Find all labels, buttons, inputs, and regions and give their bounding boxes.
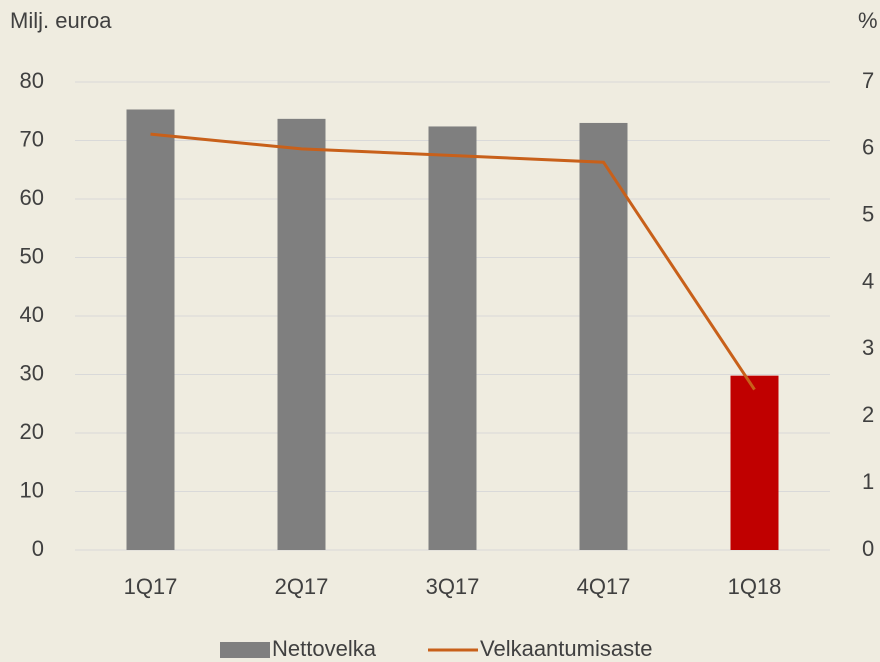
y2-tick-label: 0	[862, 536, 874, 561]
x-tick-label: 3Q17	[426, 574, 480, 599]
y-tick-label: 30	[20, 360, 44, 385]
bar	[126, 109, 175, 551]
y-tick-label: 20	[20, 419, 44, 444]
line	[150, 132, 756, 391]
y-tick-label: 10	[20, 477, 44, 502]
y-tick-label: 50	[20, 243, 44, 268]
bar	[428, 126, 477, 551]
y-tick-label: 0	[32, 536, 44, 561]
y-tick-label: 70	[20, 126, 44, 151]
y-tick-label: 60	[20, 185, 44, 210]
y2-tick-label: 2	[862, 402, 874, 427]
bar	[277, 118, 326, 550]
y2-axis-label: %	[858, 8, 878, 33]
bar	[579, 122, 628, 550]
legend-swatch	[220, 642, 270, 658]
bar	[730, 375, 779, 550]
legend-label: Nettovelka	[272, 636, 377, 661]
x-tick-label: 1Q18	[728, 574, 782, 599]
y2-tick-label: 3	[862, 335, 874, 360]
y2-tick-label: 1	[862, 469, 874, 494]
y-tick-label: 80	[20, 68, 44, 93]
y2-tick-label: 7	[862, 68, 874, 93]
x-tick-label: 2Q17	[275, 574, 329, 599]
y2-tick-label: 5	[862, 202, 874, 227]
x-tick-label: 4Q17	[577, 574, 631, 599]
y-tick-label: 40	[20, 302, 44, 327]
x-tick-label: 1Q17	[124, 574, 178, 599]
legend-label: Velkaantumisaste	[480, 636, 652, 661]
y-axis-label: Milj. euroa	[10, 8, 112, 33]
y2-tick-label: 4	[862, 268, 874, 293]
y2-tick-label: 6	[862, 135, 874, 160]
